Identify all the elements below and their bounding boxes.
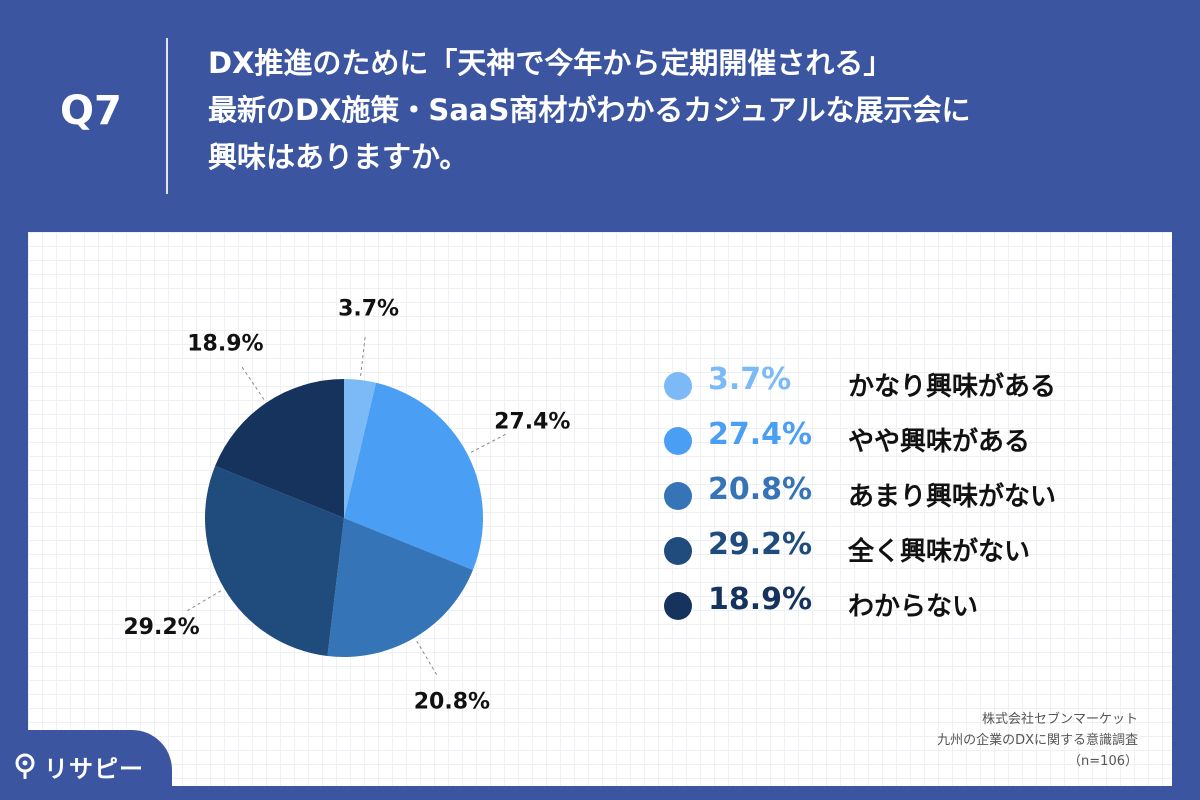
source-company: 株式会社セブンマーケット bbox=[981, 712, 1138, 727]
chart-panel: 3.7% 27.4% 20.8% 29.2% 18.9% 3.7% かなり興味がある 2… bbox=[28, 232, 1172, 786]
legend-label: かなり興味がある bbox=[848, 372, 1057, 402]
logo-tab bbox=[0, 730, 172, 800]
leader-line bbox=[241, 366, 265, 400]
question-text: DX推進のために「天神で今年から定期開催される」 最新のDX施策・SaaS商材が… bbox=[208, 40, 1168, 181]
legend-item: 29.2% 全く興味がない bbox=[664, 525, 1124, 580]
source-note: 株式会社セブンマーケット 九州の企業のDXに関する意識調査 （n=106） bbox=[937, 709, 1138, 772]
legend-item: 18.9% わからない bbox=[664, 580, 1124, 635]
pie-slice bbox=[205, 466, 344, 657]
question-header: Q7 DX推進のために「天神で今年から定期開催される」 最新のDX施策・SaaS… bbox=[0, 0, 1200, 232]
legend-percent: 27.4% bbox=[708, 417, 813, 452]
magnifier-icon bbox=[15, 753, 35, 779]
header-divider bbox=[166, 38, 168, 194]
logo-text: リサピー bbox=[44, 754, 144, 783]
leader-line bbox=[360, 337, 366, 377]
slice-data-label: 29.2% bbox=[123, 615, 199, 640]
legend-item: 27.4% やや興味がある bbox=[664, 415, 1124, 470]
pie-slice bbox=[327, 518, 473, 657]
legend-swatch bbox=[664, 482, 692, 510]
slice-data-label: 20.8% bbox=[414, 689, 490, 714]
pie-slice bbox=[344, 382, 483, 570]
legend-percent: 3.7% bbox=[708, 362, 792, 397]
pie-chart: 3.7% 27.4% 20.8% 29.2% 18.9% bbox=[123, 296, 570, 714]
source-survey: 九州の企業のDXに関する意識調査 bbox=[937, 733, 1138, 748]
question-line: DX推進のために「天神で今年から定期開催される」 bbox=[208, 46, 893, 80]
legend-label: あまり興味がない bbox=[848, 482, 1057, 512]
leader-line bbox=[470, 433, 506, 453]
pie-slice bbox=[344, 379, 377, 518]
logo: リサピー bbox=[14, 751, 144, 783]
legend-swatch bbox=[664, 372, 692, 400]
legend-item: 20.8% あまり興味がない bbox=[664, 470, 1124, 525]
legend-swatch bbox=[664, 537, 692, 565]
source-sample: （n=106） bbox=[1068, 754, 1138, 769]
legend-percent: 20.8% bbox=[708, 472, 813, 507]
question-line: 最新のDX施策・SaaS商材がわかるカジュアルな展示会に bbox=[208, 93, 971, 127]
legend-swatch bbox=[664, 592, 692, 620]
legend-label: やや興味がある bbox=[848, 427, 1031, 457]
pie-slice bbox=[215, 379, 344, 518]
legend-swatch bbox=[664, 427, 692, 455]
legend-label: 全く興味がない bbox=[848, 537, 1031, 567]
leader-line bbox=[416, 640, 438, 675]
slice-data-label: 18.9% bbox=[187, 331, 263, 356]
legend: 3.7% かなり興味がある 27.4% やや興味がある 20.8% あまり興味が… bbox=[664, 360, 1124, 635]
question-line: 興味はありますか。 bbox=[208, 140, 469, 174]
leader-line bbox=[187, 590, 222, 612]
legend-label: わからない bbox=[848, 592, 979, 622]
question-number: Q7 bbox=[60, 88, 122, 134]
legend-percent: 18.9% bbox=[708, 582, 813, 617]
legend-percent: 29.2% bbox=[708, 527, 813, 562]
legend-item: 3.7% かなり興味がある bbox=[664, 360, 1124, 415]
slice-data-label: 27.4% bbox=[494, 410, 570, 435]
slice-data-label: 3.7% bbox=[338, 296, 399, 321]
